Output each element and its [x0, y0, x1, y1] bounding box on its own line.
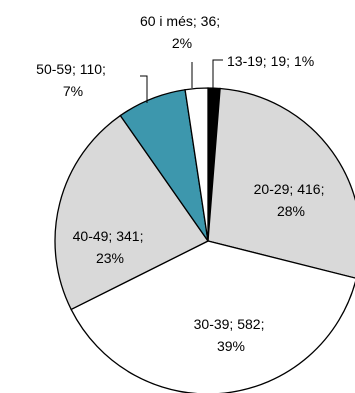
data-label-60-i-mes-line1: 60 i més; 36; — [140, 13, 220, 29]
data-label-13-19: 13-19; 19; 1% — [227, 53, 314, 69]
data-label-20-29-line2: 28% — [277, 203, 305, 219]
pie-slice-40-49 — [54, 114, 209, 311]
pie-slice-60-i-m-s — [184, 87, 209, 242]
leader-line-50-59 — [140, 75, 148, 103]
data-label-40-49-line2: 23% — [96, 250, 124, 266]
data-label-50-59-line1: 50-59; 110; — [36, 61, 106, 77]
leader-lines-group — [140, 59, 223, 103]
pie-slice-30-39 — [70, 240, 355, 393]
leader-line-13-19 — [212, 59, 223, 88]
data-label-20-29: 20-29; 416; 28% — [254, 181, 329, 219]
data-label-20-29-line1: 20-29; 416; — [254, 181, 325, 197]
data-label-30-39-line1: 30-39; 582; — [194, 316, 265, 332]
pie-slice-20-29 — [207, 87, 355, 279]
data-label-40-49-line1: 40-49; 341; — [73, 228, 144, 244]
data-label-13-19-line1: 13-19; 19; 1% — [227, 53, 314, 69]
data-label-30-39: 30-39; 582; 39% — [194, 316, 269, 354]
slices-group — [54, 87, 355, 393]
data-label-40-49: 40-49; 341; 23% — [73, 228, 148, 266]
data-label-50-59: 50-59; 110; 7% — [36, 61, 110, 99]
data-label-60-i-mes-line2: 2% — [172, 35, 192, 51]
data-label-60-i-mes: 60 i més; 36; 2% — [140, 13, 224, 51]
data-label-30-39-line2: 39% — [217, 338, 245, 354]
data-label-50-59-line2: 7% — [63, 83, 83, 99]
data-labels-group: 13-19; 19; 1% 20-29; 416; 28% 30-39; 582… — [36, 13, 329, 354]
